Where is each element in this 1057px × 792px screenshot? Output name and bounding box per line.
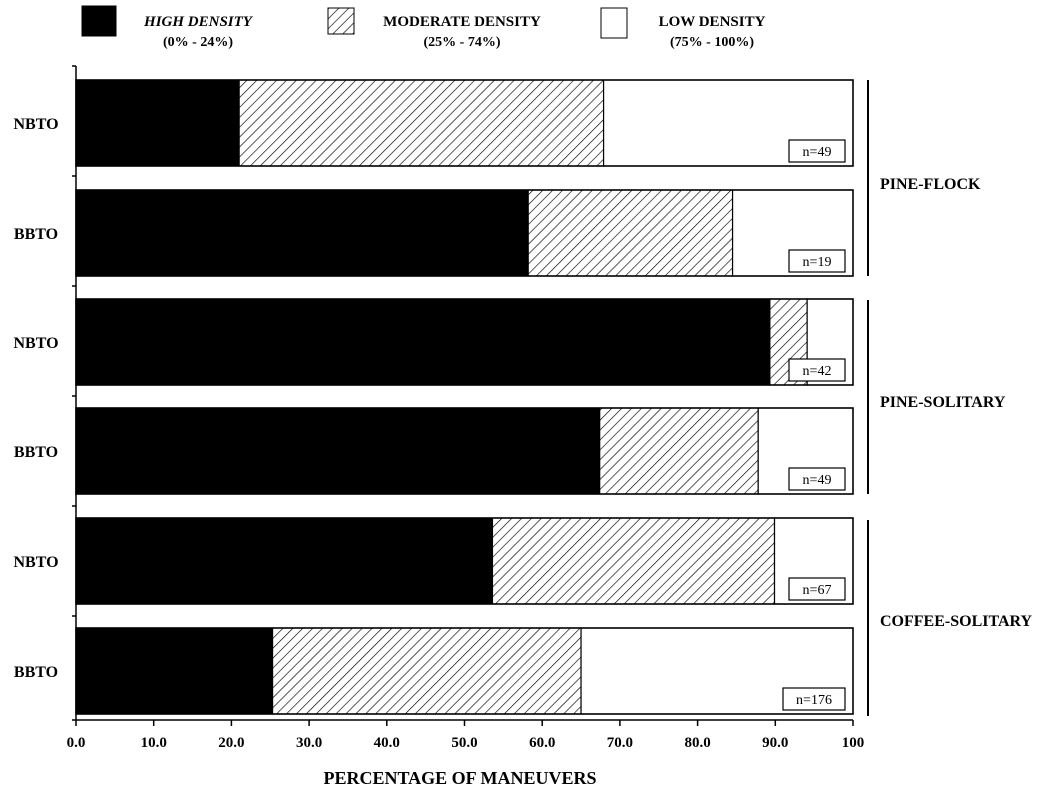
n-label-2: n=19 — [803, 255, 832, 270]
x-tick-label-4: 40.0 — [374, 735, 400, 751]
x-tick-label-9: 90.0 — [762, 735, 788, 751]
group-brackets: PINE-FLOCK PINE-SOLITARY COFFEE-SOLITARY — [867, 80, 1032, 716]
x-tick-label-6: 60.0 — [529, 735, 555, 751]
group-label-1: PINE-FLOCK — [880, 176, 981, 193]
legend-swatch-moderate-density — [327, 7, 355, 35]
legend-label-moderate-density: MODERATE DENSITY — [383, 14, 541, 30]
bar-high-density-row-3 — [75, 298, 771, 386]
n-label-box-4 — [788, 467, 846, 491]
bar-moderate-density-row-5 — [491, 517, 776, 605]
bar-moderate-density-row-2 — [527, 189, 734, 277]
bars — [75, 79, 854, 715]
legend-swatch-high-density — [81, 5, 117, 37]
bar-moderate-density-row-4 — [599, 407, 759, 495]
bar-outline-row-4 — [75, 407, 854, 495]
n-label-1: n=49 — [803, 145, 832, 160]
legend-range-moderate-density: (25% - 74%) — [424, 35, 501, 50]
n-label-4: n=49 — [803, 473, 832, 488]
bar-moderate-density-row-1 — [238, 79, 605, 167]
x-tick-label-5: 50.0 — [451, 735, 477, 751]
n-label-box-3 — [788, 358, 846, 382]
row-label-3: NBTO — [13, 335, 58, 352]
x-tick-label-0: 0.0 — [67, 735, 86, 751]
row-label-6: BBTO — [14, 664, 58, 681]
group-label-3: COFFEE-SOLITARY — [880, 613, 1032, 630]
row-label-2: BBTO — [14, 226, 58, 243]
row-label-4: BBTO — [14, 444, 58, 461]
bar-high-density-row-1 — [75, 79, 240, 167]
x-tick-label-2: 20.0 — [218, 735, 244, 751]
legend-swatch-low-density — [600, 7, 628, 39]
bar-outline-row-1 — [75, 79, 854, 167]
n-label-box-5 — [788, 577, 846, 601]
x-tick-label-7: 70.0 — [607, 735, 633, 751]
legend-range-low-density: (75% - 100%) — [670, 35, 754, 50]
row-labels: NBTO BBTO NBTO BBTO NBTO BBTO — [13, 116, 58, 681]
bar-high-density-row-4 — [75, 407, 601, 495]
bar-outline-row-6 — [75, 627, 854, 715]
n-label-box-2 — [788, 249, 846, 273]
n-label-3: n=42 — [803, 364, 832, 379]
x-tick-label-8: 80.0 — [684, 735, 710, 751]
n-label-box-6 — [782, 687, 846, 711]
x-axis-title: PERCENTAGE OF MANEUVERS — [323, 768, 596, 788]
row-label-1: NBTO — [13, 116, 58, 133]
x-tick-label-10: 100 — [842, 735, 865, 751]
legend-label-low-density: LOW DENSITY — [659, 14, 766, 30]
x-tick-label-3: 30.0 — [296, 735, 322, 751]
legend: HIGH DENSITY (0% - 24%) MODERATE DENSITY… — [81, 5, 766, 50]
n-label-6: n=176 — [796, 693, 832, 708]
n-label-5: n=67 — [803, 583, 832, 598]
bar-high-density-row-6 — [75, 627, 274, 715]
sample-size-labels: n=49 n=19 n=42 n=49 n=67 n=176 — [782, 139, 846, 711]
bar-outline-row-3 — [75, 298, 854, 386]
row-label-5: NBTO — [13, 554, 58, 571]
n-label-box-1 — [788, 139, 846, 163]
legend-range-high-density: (0% - 24%) — [163, 35, 233, 50]
bar-outline-row-5 — [75, 517, 854, 605]
x-axis-ticks: 0.0 10.0 20.0 30.0 40.0 50.0 60.0 70.0 80.0 90.0 1… — [67, 720, 865, 751]
bar-high-density-row-5 — [75, 517, 494, 605]
x-tick-label-1: 10.0 — [141, 735, 167, 751]
bar-outline-row-2 — [75, 189, 854, 277]
legend-label-high-density: HIGH DENSITY — [143, 14, 254, 30]
group-label-2: PINE-SOLITARY — [880, 394, 1006, 411]
bar-moderate-density-row-6 — [271, 627, 582, 715]
bar-high-density-row-2 — [75, 189, 529, 277]
